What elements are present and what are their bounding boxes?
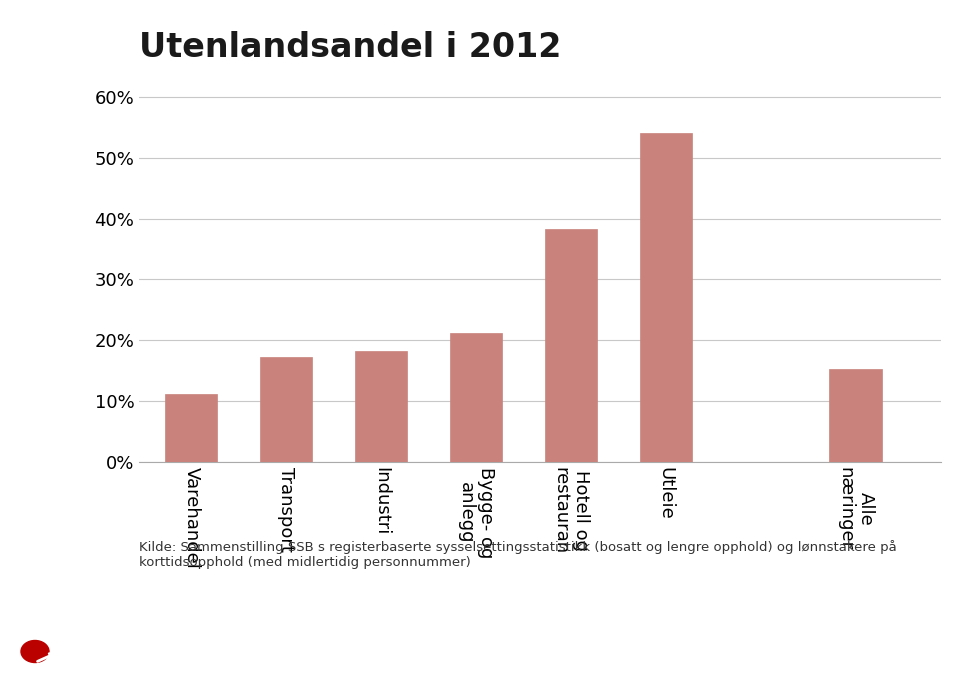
Bar [829, 369, 881, 462]
Circle shape [21, 640, 49, 663]
Bar [355, 351, 407, 462]
Text: Utenlandsandel i 2012: Utenlandsandel i 2012 [139, 31, 562, 64]
Bar [639, 133, 692, 462]
Bar [165, 394, 218, 462]
FancyArrowPatch shape [37, 654, 54, 661]
Bar [544, 229, 597, 462]
Circle shape [7, 629, 63, 674]
Text: Kilde: Sammenstilling SSB s registerbaserte sysselsettingsstatistikk (bosatt og : Kilde: Sammenstilling SSB s registerbase… [139, 540, 897, 569]
Bar [450, 333, 502, 462]
Text: 14.10.2013    7    Liv Sannes: 14.10.2013 7 Liv Sannes [89, 644, 299, 659]
Bar [260, 357, 312, 462]
